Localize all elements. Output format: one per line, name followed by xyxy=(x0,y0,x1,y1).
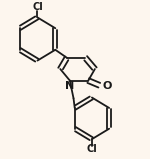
Text: N: N xyxy=(65,80,74,90)
Text: Cl: Cl xyxy=(87,144,97,154)
Text: Cl: Cl xyxy=(32,2,43,12)
Text: O: O xyxy=(103,81,112,91)
